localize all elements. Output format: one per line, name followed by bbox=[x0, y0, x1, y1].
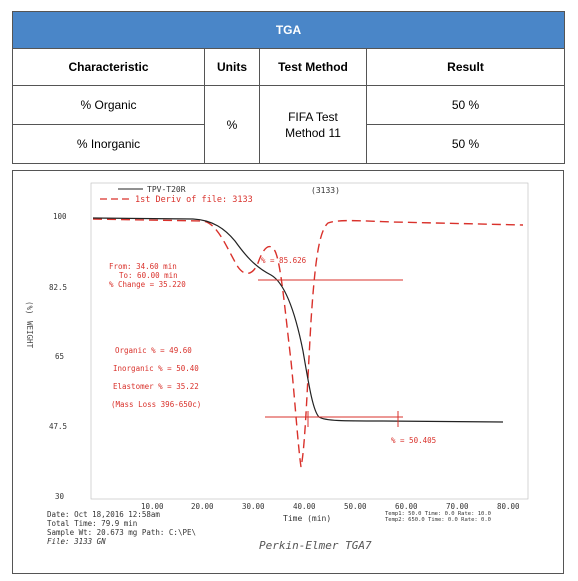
x-axis: 10.00 20.00 30.00 40.00 50.00 60.00 70.0… bbox=[141, 502, 520, 511]
mass-loss-label: (Mass Loss 396-650c) bbox=[111, 400, 201, 409]
organic-label: Organic % = 49.60 bbox=[115, 346, 192, 355]
instrument-label: Perkin-Elmer TGA7 bbox=[259, 539, 372, 552]
y-tick-82: 82.5 bbox=[49, 283, 67, 292]
y-unit: (%) bbox=[25, 301, 34, 315]
row-inorganic-characteristic: % Inorganic bbox=[12, 124, 205, 164]
from-label: From: 34.60 min bbox=[109, 262, 177, 271]
table-title: TGA bbox=[11, 11, 566, 49]
sample-wt-info: Sample Wt: 20.673 mg Path: C:\PE\ bbox=[47, 528, 196, 537]
marker-label-2: % = 50.405 bbox=[391, 436, 436, 445]
x-tick-10: 10.00 bbox=[141, 502, 164, 511]
legend-2: 1st Deriv of file: 3133 bbox=[135, 195, 253, 205]
total-time-info: Total Time: 79.9 min bbox=[47, 519, 137, 528]
x-tick-50: 50.00 bbox=[344, 502, 367, 511]
tga-table: TGA Characteristic Units Test Method Res… bbox=[11, 11, 566, 164]
tga-figure: TPV-T20R 1st Deriv of file: 3133 (3133) … bbox=[12, 170, 564, 574]
y-tick-47: 47.5 bbox=[49, 422, 67, 431]
plot-frame bbox=[90, 182, 529, 500]
date-info: Date: Oct 18,2016 12:58am bbox=[47, 510, 160, 519]
row-inorganic-result: 50 % bbox=[365, 124, 566, 164]
legend-1: TPV-T20R bbox=[147, 185, 186, 194]
tga-table-wrapper: TGA Characteristic Units Test Method Res… bbox=[11, 11, 566, 164]
x-tick-20: 20.00 bbox=[191, 502, 214, 511]
derivative-curve bbox=[92, 218, 524, 468]
col-header-result: Result bbox=[365, 48, 566, 86]
y-axis: 100 82.5 65 47.5 30 bbox=[49, 212, 67, 501]
col-header-characteristic: Characteristic bbox=[12, 48, 205, 86]
file-info: File: 3133 GN bbox=[47, 537, 106, 546]
temp1-info: Temp1: 50.0 Time: 0.0 Rate: 10.0 bbox=[385, 511, 491, 517]
marker-label-1: % = 85.626 bbox=[261, 256, 307, 265]
inorganic-label: Inorganic % = 50.40 bbox=[113, 364, 199, 373]
weight-curve bbox=[92, 217, 504, 423]
x-label: Time (min) bbox=[283, 514, 331, 523]
y-tick-65: 65 bbox=[55, 352, 64, 361]
x-tick-70: 70.00 bbox=[446, 502, 469, 511]
x-tick-30: 30.00 bbox=[242, 502, 265, 511]
y-tick-30: 30 bbox=[55, 492, 65, 501]
y-label: WEIGHT bbox=[25, 321, 34, 349]
col-header-test-method: Test Method bbox=[259, 48, 367, 86]
row-organic-result: 50 % bbox=[365, 85, 566, 125]
x-tick-60: 60.00 bbox=[395, 502, 418, 511]
to-label: To: 60.00 min bbox=[119, 271, 178, 280]
elastomer-label: Elastomer % = 35.22 bbox=[113, 382, 199, 391]
x-tick-80: 80.00 bbox=[497, 502, 520, 511]
x-tick-40: 40.00 bbox=[293, 502, 316, 511]
units-cell: % bbox=[204, 85, 260, 164]
test-method-line2: Method 11 bbox=[285, 125, 341, 140]
temp2-info: Temp2: 650.0 Time: 0.0 Rate: 0.0 bbox=[385, 517, 491, 523]
row-organic-characteristic: % Organic bbox=[12, 85, 205, 125]
pct-change-label: % Change = 35.220 bbox=[109, 280, 186, 289]
test-method-cell: FIFA Test Method 11 bbox=[259, 85, 367, 164]
file-id: (3133) bbox=[311, 186, 340, 195]
y-tick-100: 100 bbox=[53, 212, 67, 221]
tga-plot-svg: TPV-T20R 1st Deriv of file: 3133 (3133) … bbox=[25, 182, 529, 552]
col-header-units: Units bbox=[204, 48, 260, 86]
test-method-line1: FIFA Test bbox=[288, 109, 338, 124]
